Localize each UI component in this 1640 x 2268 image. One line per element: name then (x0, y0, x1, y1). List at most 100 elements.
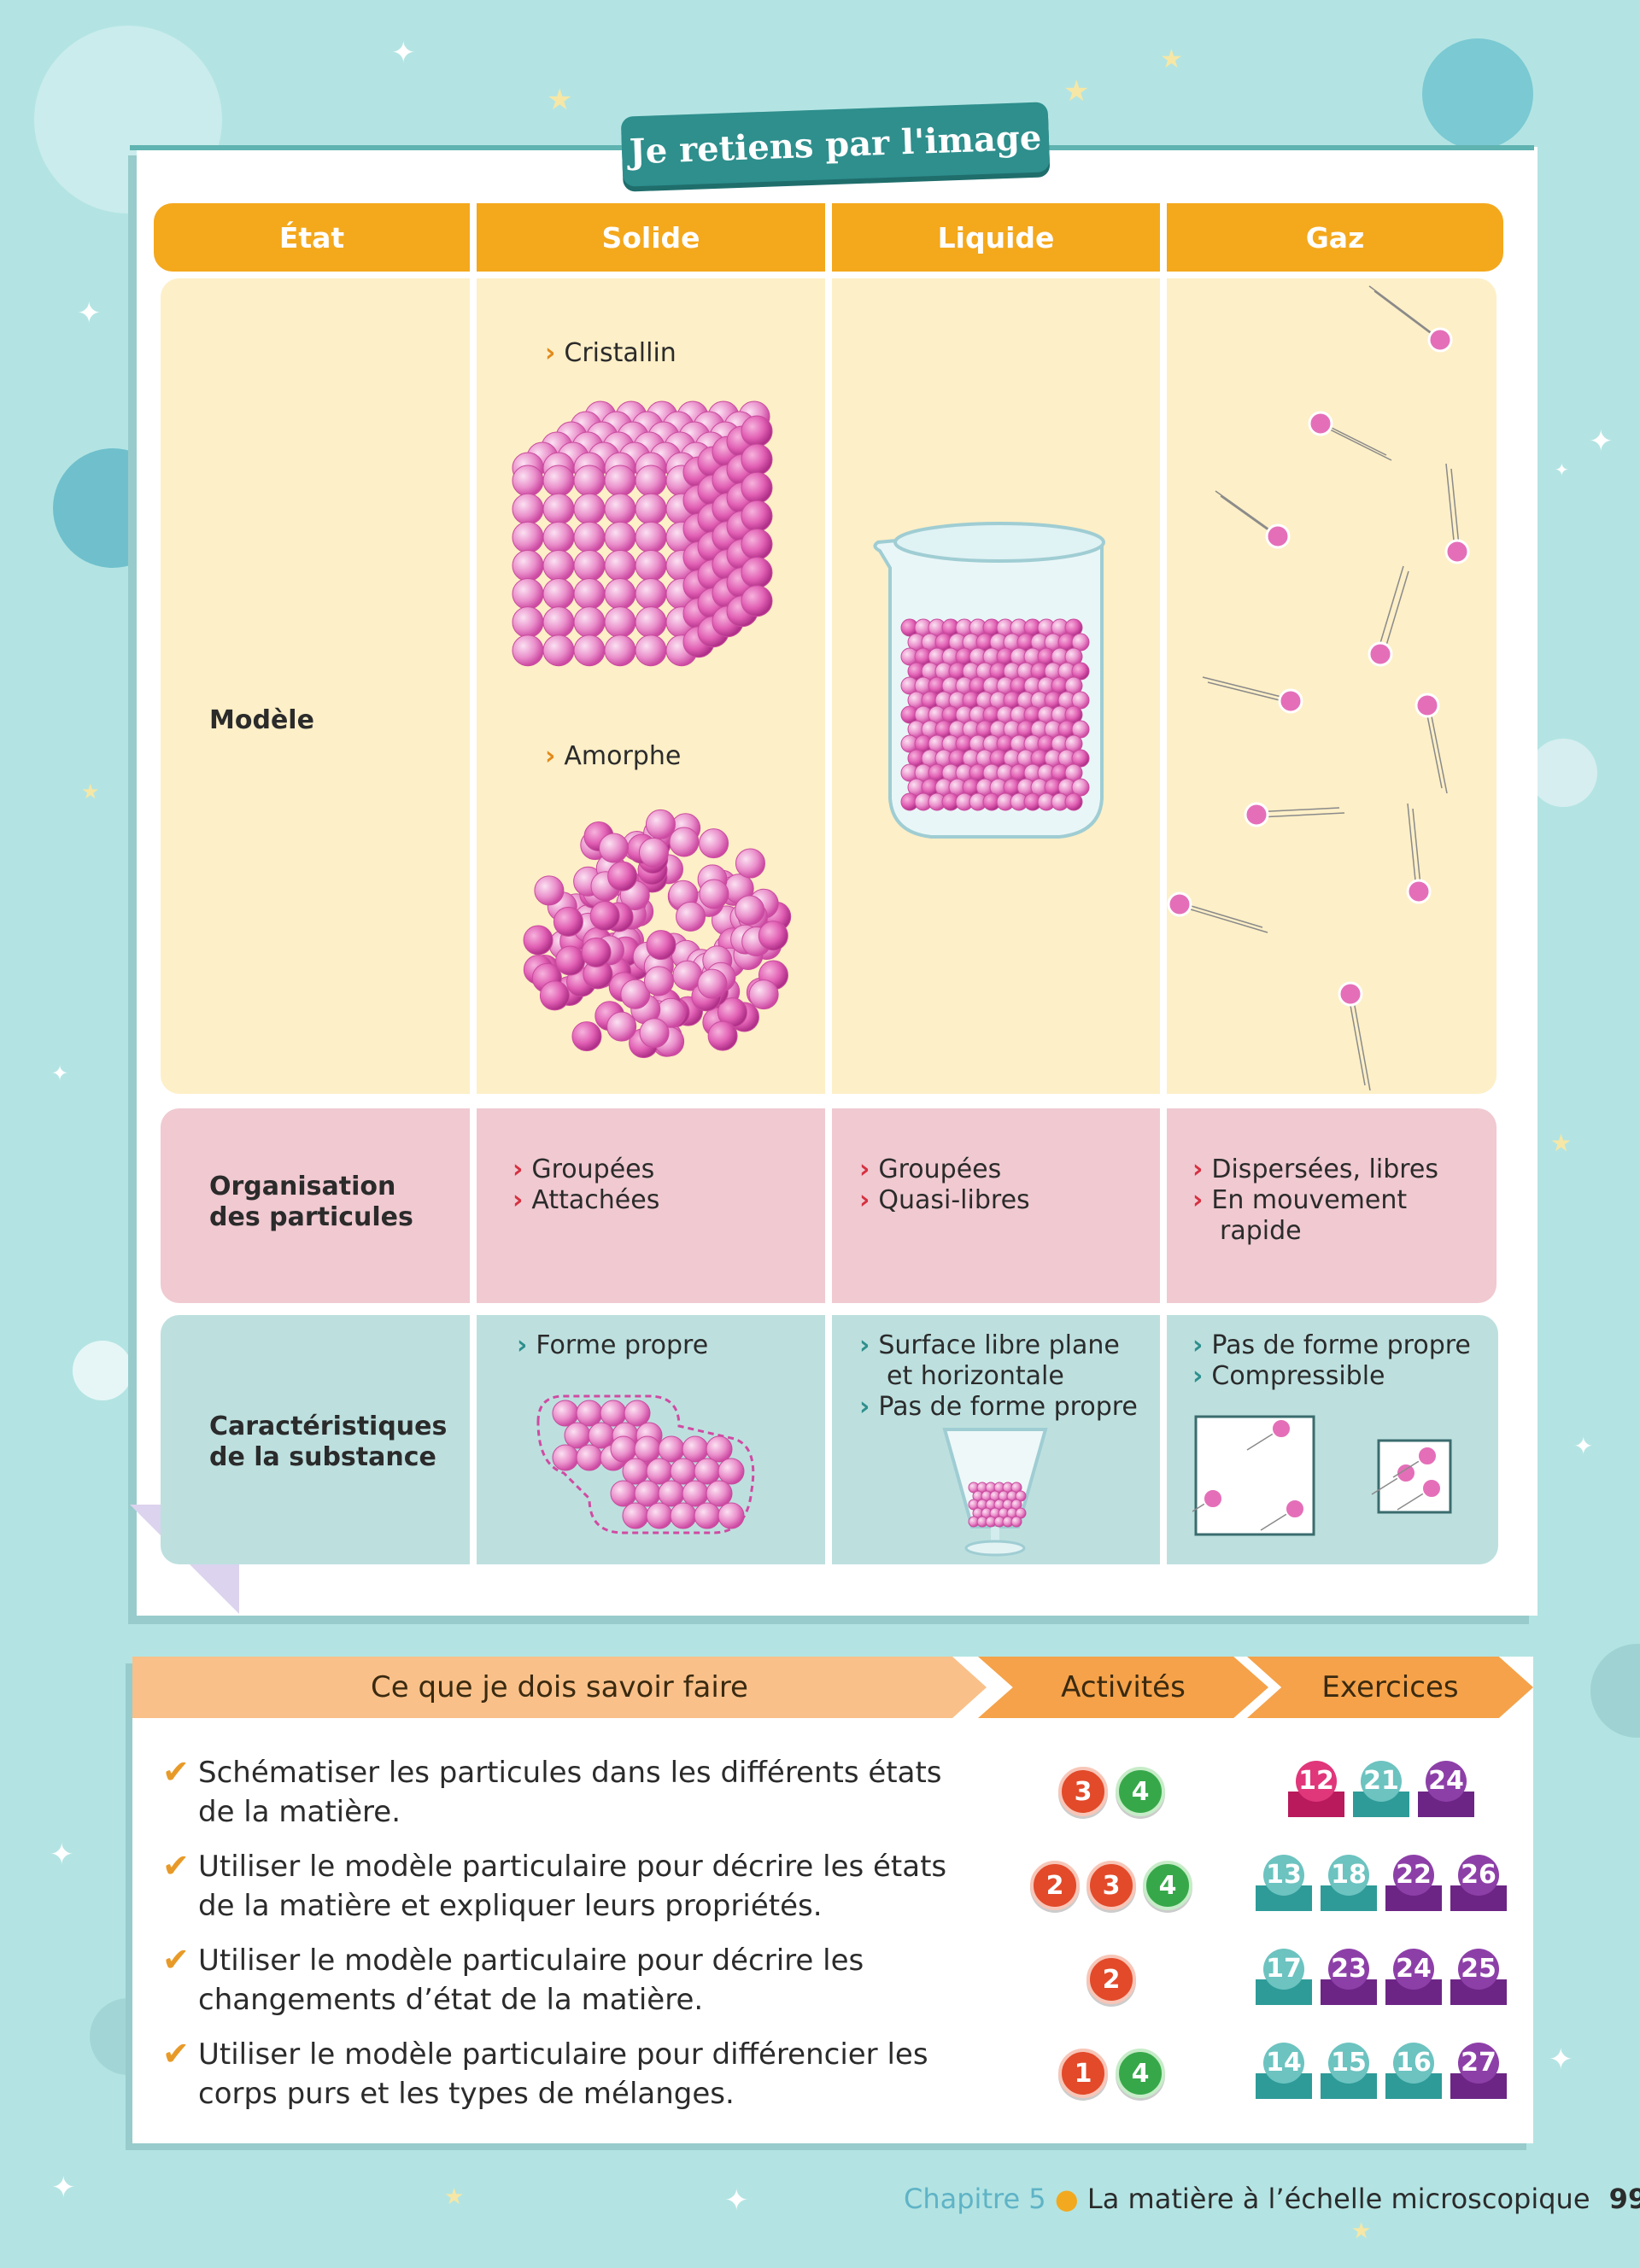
activity-badge[interactable]: 2 (1086, 1955, 1136, 2004)
exercise-number: 18 (1331, 1860, 1367, 1890)
particle (1064, 618, 1083, 637)
particle (1064, 792, 1083, 811)
particle (542, 634, 575, 667)
check-icon: ✔ (162, 1941, 190, 1979)
exercise-badge[interactable]: 27 (1450, 2043, 1507, 2099)
exercise-badge[interactable]: 18 (1321, 1855, 1377, 1911)
particle (512, 493, 544, 525)
characteristics-label-line2: de la substance (209, 1442, 436, 1472)
exercise-number: 14 (1266, 2048, 1302, 2078)
star-decoration: ★ (1550, 1129, 1573, 1157)
badge-circle (1393, 1855, 1434, 1896)
model-label-cell (161, 278, 470, 1094)
particle (573, 549, 606, 582)
particle (564, 1422, 591, 1449)
particle (589, 901, 620, 932)
activity-badge[interactable]: 4 (1116, 2049, 1165, 2098)
crystalline-text: Cristallin (564, 338, 676, 368)
exercise-badge[interactable]: 24 (1418, 1761, 1474, 1817)
particle (634, 1435, 661, 1463)
particle (512, 549, 544, 582)
gas-particle (1271, 1418, 1292, 1439)
particle (573, 521, 606, 553)
particle (741, 471, 773, 504)
particle (539, 980, 570, 1011)
particle (670, 1458, 697, 1485)
particle (604, 493, 636, 525)
glass-particles (968, 1482, 1027, 1528)
exercise-number: 25 (1461, 1954, 1496, 1984)
gas-particle (1421, 1478, 1442, 1499)
exercise-badge[interactable]: 24 (1385, 1949, 1442, 2005)
particle (741, 415, 773, 447)
activity-badge[interactable]: 2 (1030, 1861, 1080, 1910)
particle (576, 1400, 603, 1427)
activity-badge[interactable]: 4 (1143, 1861, 1192, 1910)
particle (699, 828, 729, 859)
gas-particle (1368, 641, 1393, 667)
particle (707, 1020, 738, 1051)
skill-item: Utiliser le modèle particulaire pour déc… (198, 1941, 967, 2020)
crystalline-solid-illustration (512, 400, 773, 667)
gas-compressible-illustration (1192, 1415, 1452, 1536)
exercise-badge[interactable]: 23 (1321, 1949, 1377, 2005)
particle (622, 1502, 649, 1529)
badge-circle (1361, 1761, 1402, 1802)
particle (512, 577, 544, 610)
particle (741, 557, 773, 589)
particle (604, 465, 636, 497)
characteristics-label-cell (161, 1315, 470, 1564)
exercise-number: 24 (1396, 1954, 1432, 1984)
star-decoration: ✦ (51, 1061, 69, 1085)
list-item: et horizontale (859, 1361, 1138, 1392)
activity-badge[interactable]: 3 (1086, 1861, 1136, 1910)
organisation-label: Organisation des particules (209, 1172, 413, 1233)
exercise-badge[interactable]: 17 (1256, 1949, 1312, 2005)
crystalline-label: › Cristallin (545, 338, 676, 368)
particle (741, 443, 773, 476)
particle (542, 521, 575, 553)
characteristics-label: Caractéristiques de la substance (209, 1412, 447, 1473)
particle (1071, 778, 1090, 797)
particle (676, 901, 706, 932)
skill-item: Schématiser les particules dans les diff… (198, 1753, 967, 1832)
exercise-badge[interactable]: 14 (1256, 2043, 1312, 2099)
exercise-number: 27 (1461, 2048, 1496, 2078)
organisation-liquid-list: › Groupées › Quasi-libres (859, 1154, 1030, 1216)
list-item: › Groupées (512, 1154, 655, 1184)
activity-badge[interactable]: 1 (1058, 2049, 1108, 2098)
badge-circle (1426, 1761, 1467, 1802)
organisation-label-line1: Organisation (209, 1172, 396, 1201)
exercise-badge[interactable]: 25 (1450, 1949, 1507, 2005)
organisation-label-cell (161, 1108, 470, 1303)
exercise-badge[interactable]: 21 (1353, 1761, 1409, 1817)
activity-badge[interactable]: 3 (1058, 1767, 1108, 1816)
list-item-text: Quasi-libres (878, 1185, 1030, 1215)
organisation-gas-cell (1167, 1108, 1496, 1303)
motion-line (1258, 812, 1345, 818)
footer-chapter: Chapitre 5 (904, 2183, 1046, 2215)
activity-badge[interactable]: 4 (1116, 1767, 1165, 1816)
skills-header-activities: Activités (978, 1657, 1268, 1718)
check-icon: ✔ (162, 2035, 190, 2072)
header-solide: Solide (477, 203, 825, 272)
exercise-badge[interactable]: 12 (1288, 1761, 1344, 1817)
star-decoration: ✦ (50, 1838, 74, 1872)
particle (512, 465, 544, 497)
particle (1071, 662, 1090, 681)
list-item: › Surface libre plane (859, 1330, 1120, 1360)
exercise-badge[interactable]: 13 (1256, 1855, 1312, 1911)
organisation-solid-cell (477, 1108, 825, 1303)
particle (1071, 720, 1090, 739)
exercise-badge[interactable]: 22 (1385, 1855, 1442, 1911)
particle (523, 925, 554, 956)
exercise-badge[interactable]: 26 (1450, 1855, 1507, 1911)
motion-line (1407, 803, 1417, 890)
particle (669, 827, 700, 857)
particle (682, 1480, 709, 1507)
exercise-badge[interactable]: 16 (1385, 2043, 1442, 2099)
characteristics-liquid-list: › Surface libre plane et horizontale › Pas… (859, 1330, 1138, 1423)
particle (741, 528, 773, 560)
exercise-badge[interactable]: 15 (1321, 2043, 1377, 2099)
gas-particle (1417, 1446, 1438, 1466)
